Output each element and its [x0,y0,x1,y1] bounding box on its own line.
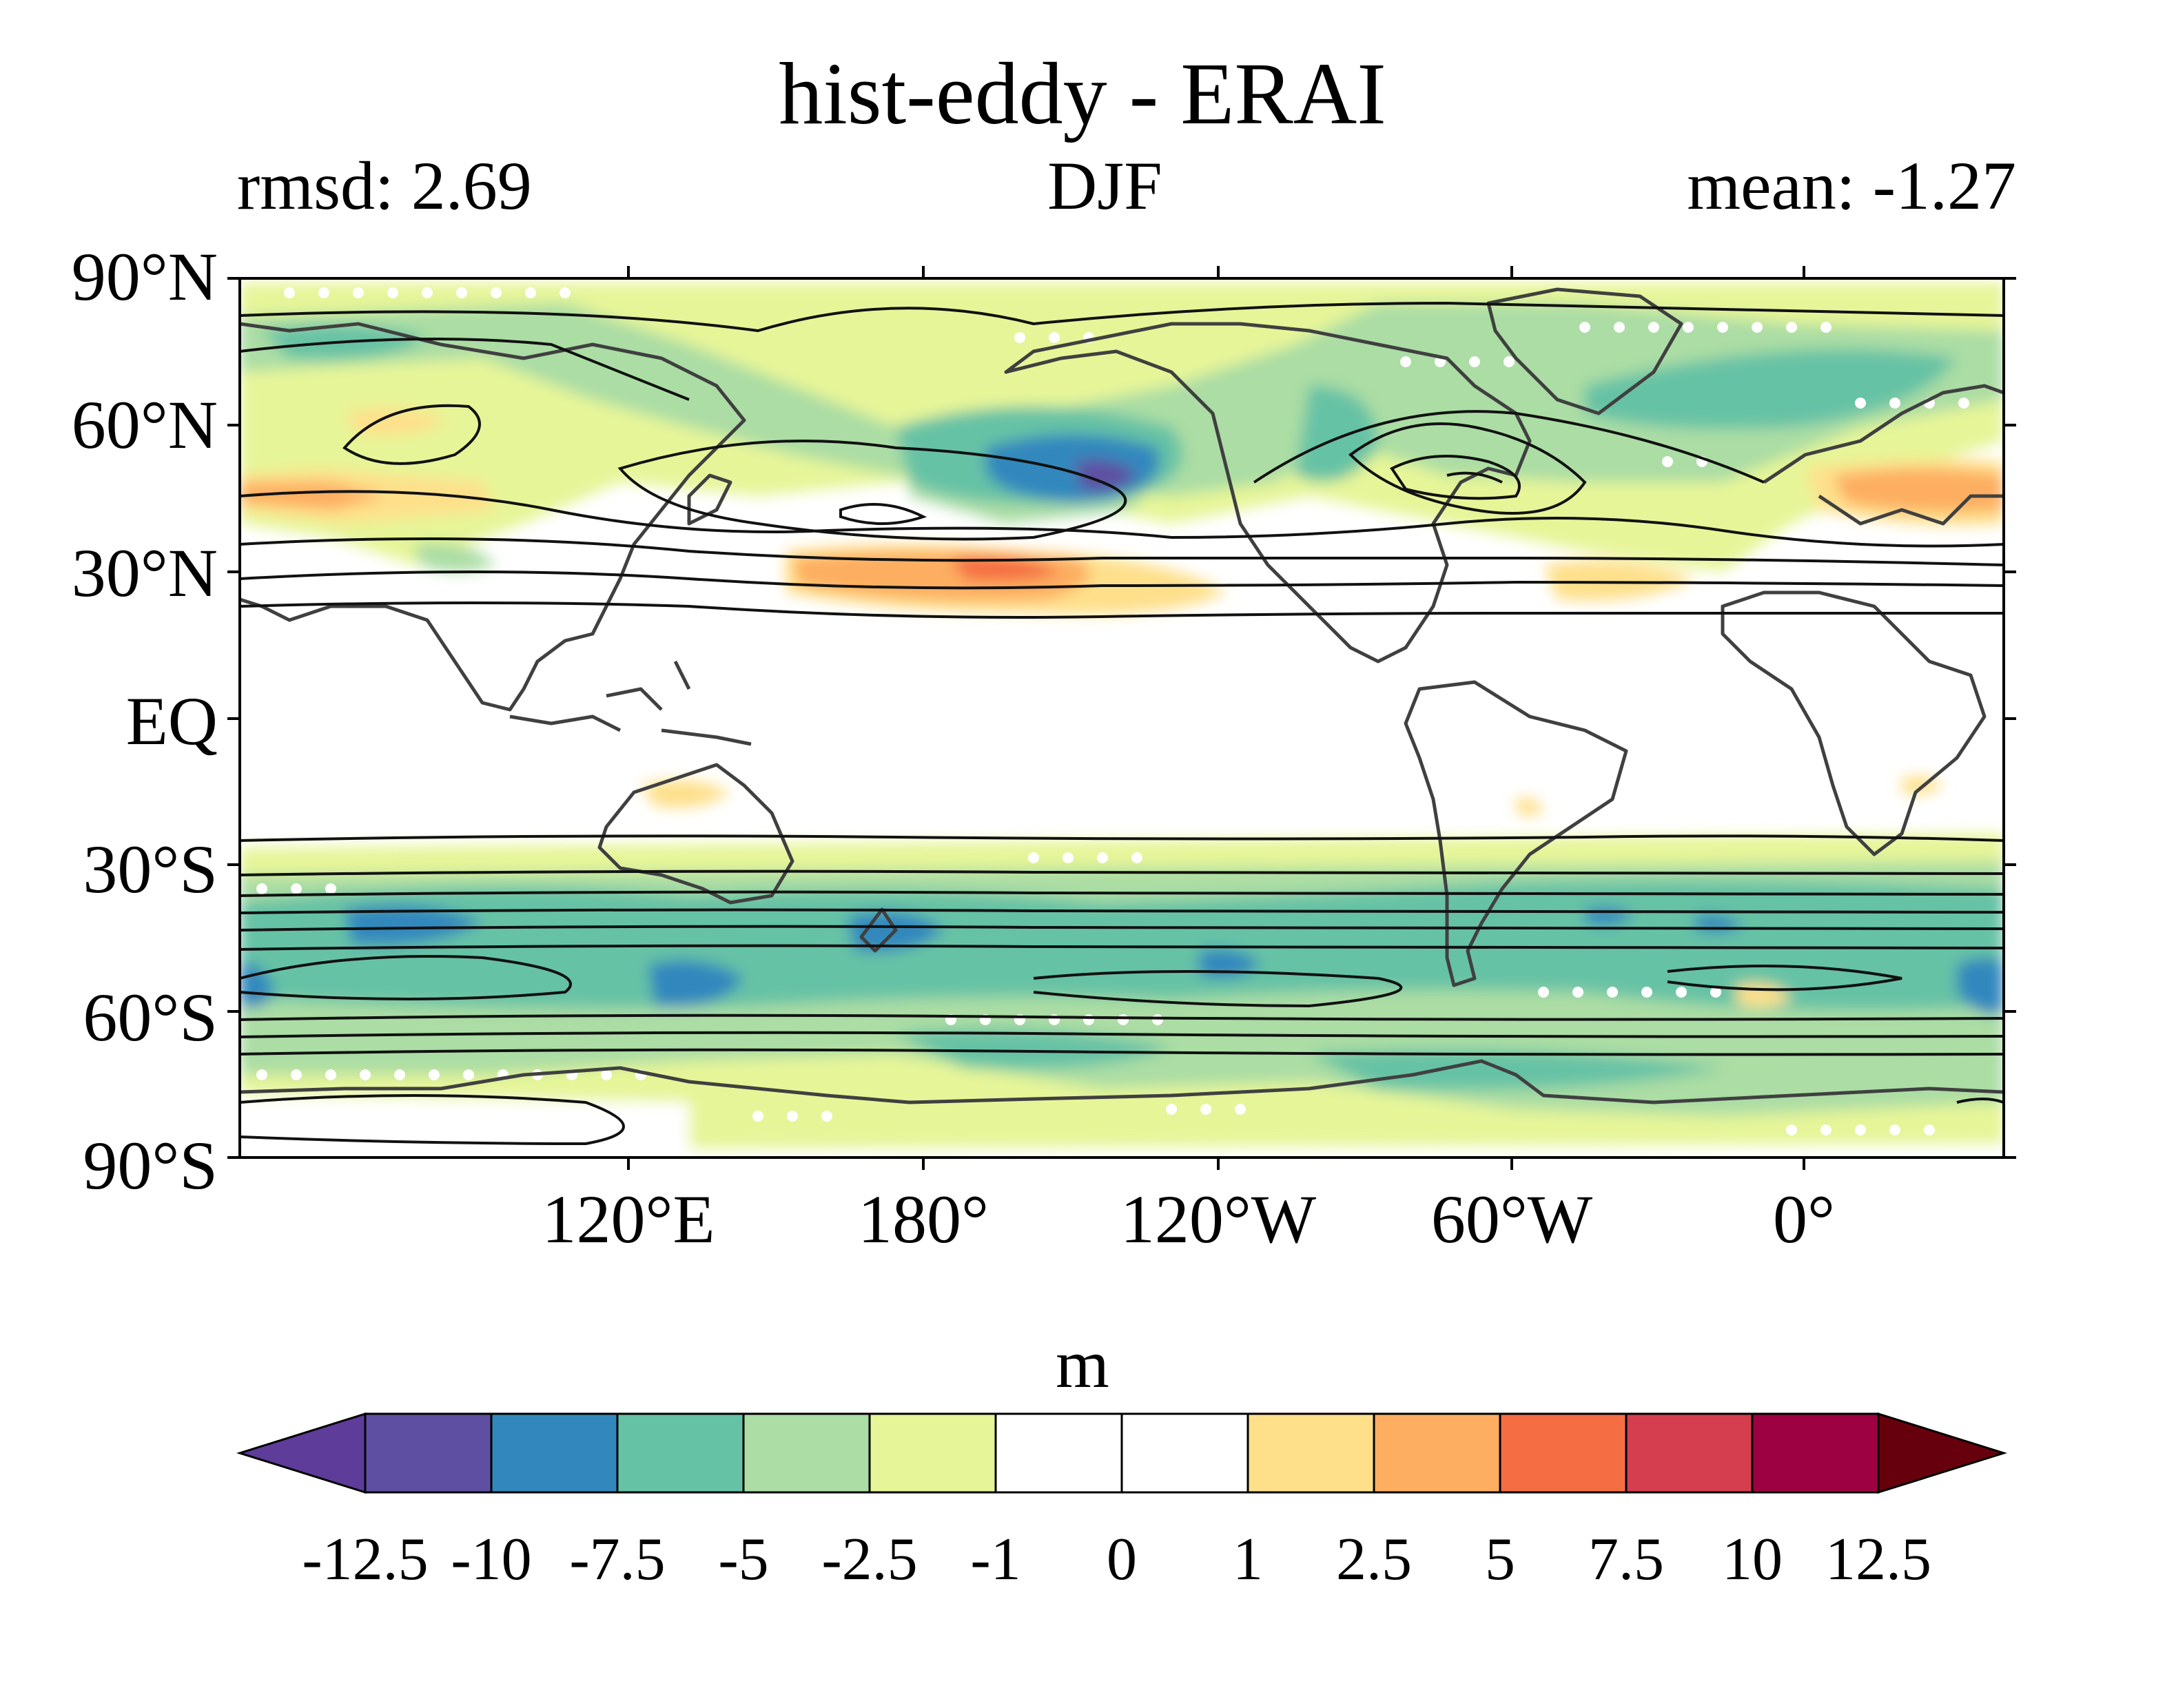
colorbar-tick-label: 1 [1233,1526,1263,1593]
colorbar-tick-label: -1 [970,1526,1021,1593]
axis-ticks [227,266,2016,1170]
season-label: DJF [1047,147,1162,224]
lat-tick-90n: 90°N [71,238,218,315]
lon-tick-120w: 120°W [1120,1181,1317,1257]
colorbar-tick-label: -10 [451,1526,532,1593]
colorbar-box [868,1412,997,1494]
lat-tick-60n: 60°N [71,387,218,463]
contour-lines [240,301,2004,1146]
rmsd-label: rmsd: 2.69 [237,147,532,224]
colorbar-extend-low [236,1412,367,1494]
colorbar-box [1751,1412,1880,1494]
lat-tick-30s: 30°S [83,831,218,907]
coastlines [240,287,2004,1104]
colorbar-unit: m [1056,1326,1109,1402]
colorbar-tick-label: 5 [1485,1526,1515,1593]
colorbar-box [994,1412,1123,1494]
colorbar-box [364,1412,493,1494]
map-title: hist-eddy - ERAI [779,45,1386,143]
colorbar [236,1412,2008,1494]
colorbar-tick-label: -12.5 [302,1526,429,1593]
colorbar-tick-label: 7.5 [1588,1526,1664,1593]
colorbar-tick-label: 10 [1722,1526,1783,1593]
colorbar-box [1120,1412,1249,1494]
lat-tick-30n: 30°N [71,535,218,611]
lat-tick-60s: 60°S [83,979,218,1056]
lon-tick-60w: 60°W [1430,1181,1593,1257]
map-area [240,278,2004,1157]
colorbar-tick-label: -2.5 [821,1526,918,1593]
colorbar-box [490,1412,619,1494]
lon-tick-120e: 120°E [542,1181,715,1257]
colorbar-box [1499,1412,1628,1494]
colorbar-tick-label: 0 [1107,1526,1137,1593]
colorbar-tick-label: -7.5 [569,1526,666,1593]
lat-tick-90s: 90°S [83,1127,218,1204]
colorbar-tick-label: 12.5 [1825,1526,1931,1593]
colorbar-box [616,1412,745,1494]
lat-tick-eq: EQ [125,683,218,759]
colorbar-tick-label: 2.5 [1336,1526,1412,1593]
lon-tick-180: 180° [858,1181,989,1257]
colorbar-box [1625,1412,1754,1494]
colorbar-extend-high [1877,1412,2008,1494]
colorbar-box [742,1412,871,1494]
lon-tick-0: 0° [1773,1181,1835,1257]
colorbar-tick-label: -5 [718,1526,769,1593]
mean-label: mean: -1.27 [1687,147,2016,224]
colorbar-box [1246,1412,1375,1494]
colorbar-box [1373,1412,1501,1494]
